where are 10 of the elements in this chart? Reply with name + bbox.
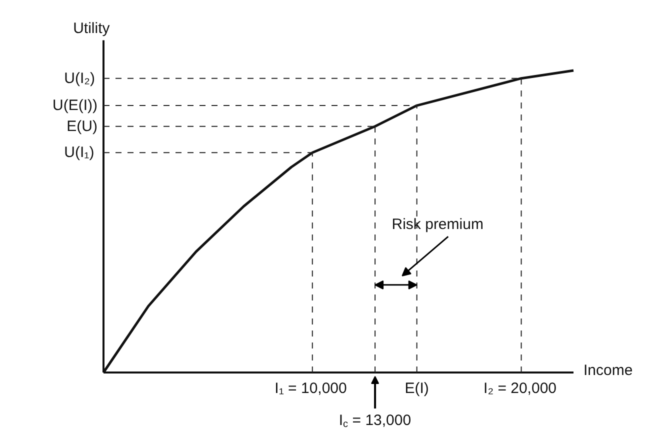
ref-line-label: U(I₁)	[64, 144, 94, 162]
x-axis-title: Income	[584, 362, 633, 379]
annotation: Risk premium	[392, 216, 484, 234]
x-tick-label: I₁ = 10,000	[274, 380, 347, 397]
y-axis-title: Utility	[73, 20, 110, 37]
ref-line-label: U(I₂)	[64, 70, 95, 87]
x-tick-label: E(I)	[404, 380, 429, 397]
ref-line-label: U(E(I))	[52, 97, 98, 114]
x-tick-label: I₂ = 20,000	[484, 380, 557, 397]
ref-line-label: E(U)	[66, 118, 98, 135]
